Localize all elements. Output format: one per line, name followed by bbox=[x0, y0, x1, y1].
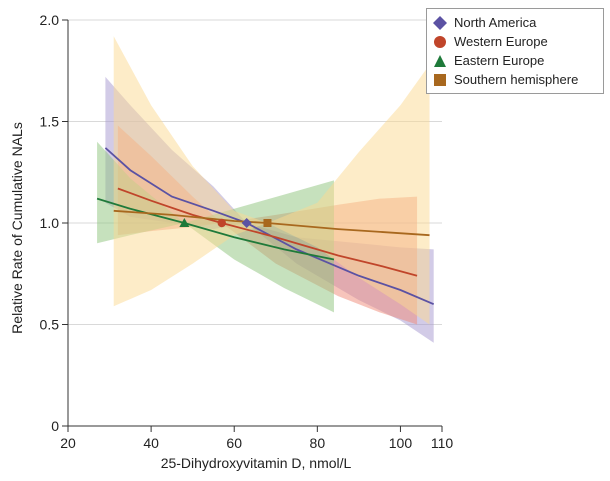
axes: 0 0.5 1.0 1.5 2.0 20 40 60 80 100 110 bbox=[40, 12, 454, 451]
y-tick-label: 0 bbox=[51, 418, 59, 434]
triangle-marker-icon bbox=[434, 54, 446, 67]
legend-label: Eastern Europe bbox=[454, 53, 545, 68]
legend-label: North America bbox=[454, 15, 537, 30]
x-tick-label: 60 bbox=[226, 435, 242, 451]
x-tick-label: 110 bbox=[431, 435, 454, 451]
trend-line-2 bbox=[96, 197, 335, 261]
trend-line-3 bbox=[113, 209, 430, 237]
legend-item-southern-hemisphere: Southern hemisphere bbox=[433, 70, 603, 89]
y-axis-label: Relative Rate of Cumulative NALs bbox=[9, 122, 25, 334]
x-tick-label: 80 bbox=[310, 435, 326, 451]
legend-label: Western Europe bbox=[454, 34, 548, 49]
legend: North America Western Europe Eastern Eur… bbox=[426, 8, 604, 94]
y-tick-label: 1.5 bbox=[40, 114, 60, 130]
x-tick-label: 100 bbox=[389, 435, 413, 451]
legend-item-eastern-europe: Eastern Europe bbox=[433, 51, 603, 70]
legend-item-north-america: North America bbox=[433, 13, 603, 32]
reference-marker-3 bbox=[263, 219, 272, 227]
x-tick-label: 20 bbox=[60, 435, 76, 451]
reference-marker-2 bbox=[179, 218, 190, 227]
legend-label: Southern hemisphere bbox=[454, 72, 579, 87]
confidence-band-3 bbox=[113, 36, 430, 325]
reference-marker-1 bbox=[217, 218, 226, 228]
legend-item-western-europe: Western Europe bbox=[433, 32, 603, 51]
y-tick-label: 1.0 bbox=[40, 215, 60, 231]
trend-line-1 bbox=[117, 187, 418, 277]
y-tick-label: 0.5 bbox=[40, 317, 60, 333]
circle-marker-icon bbox=[434, 35, 446, 48]
y-tick-label: 2.0 bbox=[40, 12, 60, 28]
x-axis-label: 25-Dihydroxyvitamin D, nmol/L bbox=[161, 455, 352, 471]
confidence-bands bbox=[97, 36, 434, 343]
square-marker-icon bbox=[434, 73, 446, 86]
diamond-marker-icon bbox=[433, 15, 447, 30]
reference-markers bbox=[179, 218, 272, 228]
x-tick-label: 40 bbox=[143, 435, 159, 451]
reference-marker-0 bbox=[241, 218, 252, 228]
